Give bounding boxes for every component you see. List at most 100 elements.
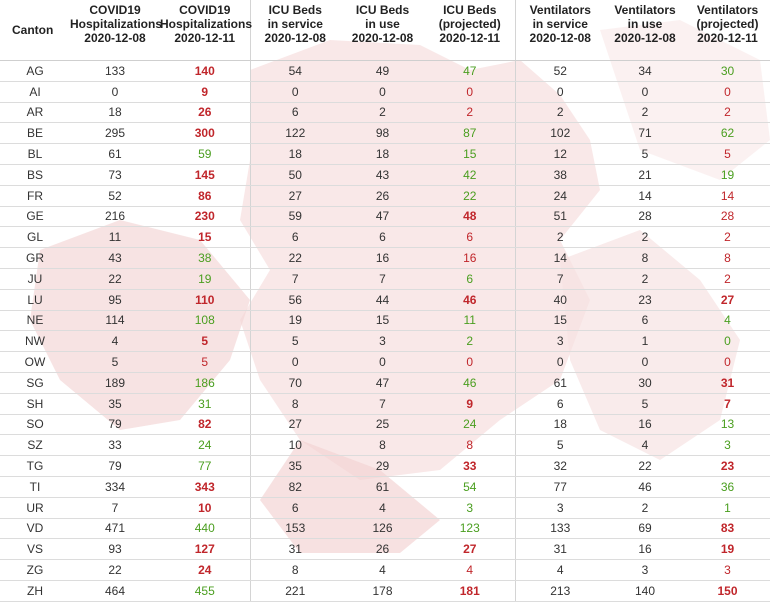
icu-service-cell: 8: [249, 559, 340, 581]
hosp-0812-cell: 93: [70, 538, 160, 561]
header-line: Ventilators: [696, 3, 759, 17]
table-row: AI 0 9 0 0 0 0 0 0: [0, 81, 770, 103]
vent-service-cell: 77: [514, 476, 605, 498]
hosp-1211-cell: 455: [160, 580, 250, 602]
icu-projected-cell: 46: [425, 289, 515, 311]
table-row: ZH 464 455 221 178 181 213 140 150: [0, 580, 770, 602]
icu-projected-cell: 16: [425, 247, 515, 269]
hosp-0812-cell: 22: [70, 559, 160, 581]
icu-projected-cell: 15: [425, 143, 515, 165]
icu-service-cell: 122: [249, 122, 340, 145]
header-line: Hospitalizations: [160, 17, 253, 31]
vent-use-cell: 140: [605, 580, 685, 602]
vent-projected-cell: 3: [685, 434, 770, 457]
vent-use-cell: 0: [605, 81, 685, 103]
vent-use-cell: 16: [605, 538, 685, 561]
table-row: BS 73 145 50 43 42 38 21 19: [0, 164, 770, 186]
hosp-0812-cell: 0: [70, 81, 160, 103]
icu-use-cell: 7: [340, 393, 425, 415]
vent-use-cell: 2: [605, 268, 685, 290]
canton-cell: BE: [0, 122, 70, 145]
header-line: in use: [627, 17, 663, 31]
icu-projected-cell: 42: [425, 164, 515, 186]
canton-cell: BS: [0, 164, 70, 186]
vent-use-cell: 46: [605, 476, 685, 498]
table-row: LU 95 110 56 44 46 40 23 27: [0, 289, 770, 311]
hosp-1211-cell: 108: [160, 310, 250, 332]
vent-projected-cell: 31: [685, 372, 770, 394]
vent-projected-cell: 28: [685, 206, 770, 228]
vent-use-cell: 16: [605, 414, 685, 436]
icu-service-cell: 54: [249, 60, 340, 82]
icu-projected-cell: 87: [425, 122, 515, 145]
icu-use-cell: 2: [340, 102, 425, 124]
icu-projected-cell: 54: [425, 476, 515, 498]
vent-projected-cell: 2: [685, 102, 770, 124]
header-line: Ventilators: [614, 3, 676, 17]
icu-service-cell: 7: [249, 268, 340, 290]
icu-projected-cell: 123: [425, 518, 515, 540]
vent-use-cell: 3: [605, 559, 685, 581]
table-row: AG 133 140 54 49 47 52 34 30: [0, 60, 770, 82]
header-line: ICU Beds: [268, 3, 322, 17]
vent-service-cell: 102: [514, 122, 605, 145]
header-line: Hospitalizations: [70, 17, 163, 31]
vent-service-cell: 32: [514, 455, 605, 477]
vent-service-cell: 12: [514, 143, 605, 165]
table-row: SZ 33 24 10 8 8 5 4 3: [0, 434, 770, 457]
vent-use-cell: 6: [605, 310, 685, 332]
hosp-0812-cell: 61: [70, 143, 160, 165]
table-row: BL 61 59 18 18 15 12 5 5: [0, 143, 770, 165]
hosp-0812-cell: 73: [70, 164, 160, 186]
canton-cell: TG: [0, 455, 70, 477]
icu-projected-cell: 22: [425, 185, 515, 207]
vent-projected-cell: 2: [685, 226, 770, 249]
icu-projected-cell: 33: [425, 455, 515, 477]
hosp-1211-cell: 15: [160, 226, 250, 249]
hosp-1211-cell: 82: [160, 414, 250, 436]
vent-use-cell: 71: [605, 122, 685, 145]
hosp-0812-cell: 334: [70, 476, 160, 498]
header-line: ICU Beds: [443, 3, 497, 17]
vent-use-cell: 5: [605, 393, 685, 415]
canton-cell: SO: [0, 414, 70, 436]
hosp-1211-cell: 38: [160, 247, 250, 269]
vent-projected-cell: 8: [685, 247, 770, 269]
hosp-1211-cell: 230: [160, 206, 250, 228]
hosp-1211-cell: 59: [160, 143, 250, 165]
canton-cell: SG: [0, 372, 70, 394]
icu-service-cell: 59: [249, 206, 340, 228]
icu-projected-cell: 9: [425, 393, 515, 415]
hosp-0812-cell: 35: [70, 393, 160, 415]
icu-projected-cell: 6: [425, 226, 515, 249]
table-row: TI 334 343 82 61 54 77 46 36: [0, 476, 770, 498]
vent-use-cell: 2: [605, 102, 685, 124]
table-body: AG 133 140 54 49 47 52 34 30 AI 0 9 0 0 0 0 0 0 AR 18 26 6 2 2 2…: [0, 60, 770, 602]
icu-service-cell: 19: [249, 310, 340, 332]
header-line: Canton: [12, 23, 54, 37]
vent-use-cell: 8: [605, 247, 685, 269]
icu-service-cell: 50: [249, 164, 340, 186]
icu-use-cell: 16: [340, 247, 425, 269]
header-line: 2020-12-08: [529, 31, 591, 45]
vent-service-cell: 14: [514, 247, 605, 269]
hosp-1211-cell: 19: [160, 268, 250, 290]
icu-service-cell: 6: [249, 497, 340, 519]
header-line: 2020-12-11: [439, 31, 501, 45]
icu-use-cell: 15: [340, 310, 425, 332]
icu-service-cell: 70: [249, 372, 340, 394]
column-header-hosp-1211: COVID19 Hospitalizations 2020-12-11: [160, 0, 253, 61]
header-row: Canton COVID19 Hospitalizations 2020-12-…: [0, 0, 770, 61]
vent-use-cell: 21: [605, 164, 685, 186]
hosp-1211-cell: 24: [160, 559, 250, 581]
hosp-0812-cell: 189: [70, 372, 160, 394]
vent-use-cell: 0: [605, 351, 685, 373]
icu-service-cell: 27: [249, 185, 340, 207]
header-line: 2020-12-08: [84, 31, 146, 45]
vent-projected-cell: 0: [685, 330, 770, 353]
canton-cell: JU: [0, 268, 70, 290]
table-row: VD 471 440 153 126 123 133 69 83: [0, 518, 770, 540]
column-header-vent-use: Ventilators in use 2020-12-08: [605, 0, 685, 61]
icu-use-cell: 25: [340, 414, 425, 436]
